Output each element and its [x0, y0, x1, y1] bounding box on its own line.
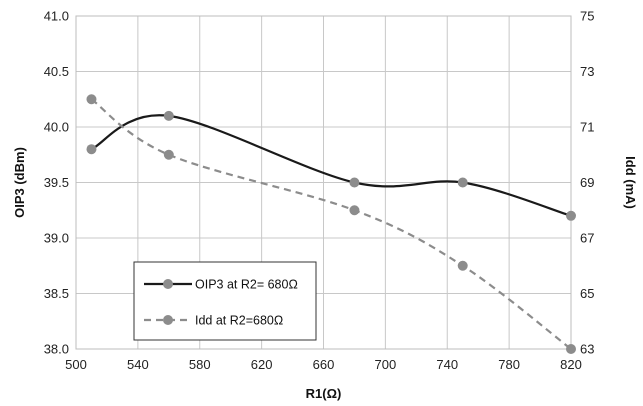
left-tick-label: 40.5 [44, 64, 69, 79]
x-tick-label: 740 [436, 357, 458, 372]
right-tick-label: 71 [580, 120, 594, 135]
series-line [90, 114, 572, 217]
x-tick-label: 580 [189, 357, 211, 372]
series-oip3 [86, 110, 576, 221]
x-tick-label: 780 [498, 357, 520, 372]
legend-marker-idd [163, 315, 173, 325]
data-point [457, 260, 468, 271]
x-tick-label: 660 [313, 357, 335, 372]
data-point [457, 177, 468, 188]
plot-area-frame [75, 15, 572, 350]
data-point [349, 205, 360, 216]
data-point [86, 144, 97, 155]
left-tick-label: 38.5 [44, 286, 69, 301]
left-tick-label: 38.0 [44, 342, 69, 357]
data-point [163, 110, 174, 121]
right-tick-label: 73 [580, 64, 594, 79]
left-tick-label: 41.0 [44, 9, 69, 24]
data-point [163, 149, 174, 160]
x-tick-label: 620 [251, 357, 273, 372]
left-tick-label: 40.0 [44, 120, 69, 135]
legend-label-idd: Idd at R2=680Ω [195, 314, 283, 328]
legend: OIP3 at R2= 680Ω Idd at R2=680Ω [133, 261, 317, 341]
x-axis-ticks: 500 540 580 620 660 700 740 780 820 [65, 357, 582, 372]
series-idd [86, 94, 576, 354]
x-axis-title: R1(Ω) [306, 386, 342, 401]
left-axis-ticks: 38.0 38.5 39.0 39.5 40.0 40.5 41.0 [44, 9, 69, 357]
data-point [349, 177, 360, 188]
right-tick-label: 67 [580, 231, 594, 246]
right-tick-label: 69 [580, 175, 594, 190]
right-axis-title: Idd (mA) [623, 156, 638, 209]
x-tick-label: 820 [560, 357, 582, 372]
data-point [566, 210, 576, 221]
data-point [566, 344, 576, 354]
right-tick-label: 63 [580, 342, 594, 357]
x-tick-label: 540 [127, 357, 149, 372]
right-tick-label: 75 [580, 9, 594, 24]
data-point [86, 94, 97, 105]
right-axis-ticks: 63 65 67 69 71 73 75 [580, 9, 594, 357]
legend-marker-oip3 [163, 279, 173, 289]
legend-label-oip3: OIP3 at R2= 680Ω [195, 278, 298, 292]
series [86, 94, 576, 354]
x-tick-label: 500 [65, 357, 87, 372]
legend-box [133, 261, 317, 341]
left-axis-title: OIP3 (dBm) [12, 147, 27, 218]
right-tick-label: 65 [580, 286, 594, 301]
x-tick-label: 700 [375, 357, 397, 372]
left-tick-label: 39.5 [44, 175, 69, 190]
left-tick-label: 39.0 [44, 231, 69, 246]
